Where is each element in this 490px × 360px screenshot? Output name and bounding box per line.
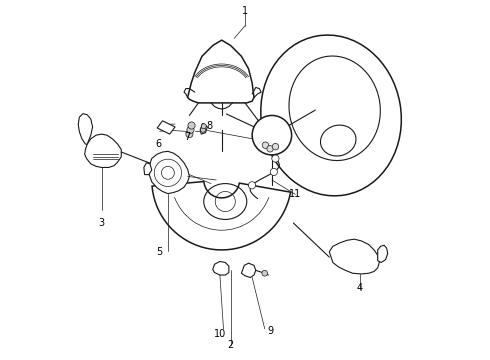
Polygon shape (157, 121, 175, 134)
Text: 9: 9 (267, 325, 273, 336)
Polygon shape (213, 261, 229, 275)
Polygon shape (144, 163, 152, 175)
Polygon shape (85, 134, 122, 167)
Text: 8: 8 (206, 121, 212, 131)
Text: 1: 1 (242, 6, 248, 17)
Circle shape (262, 142, 269, 148)
Circle shape (187, 126, 194, 134)
Circle shape (200, 127, 205, 132)
Text: 5: 5 (156, 247, 162, 257)
Circle shape (267, 145, 273, 152)
Circle shape (188, 122, 195, 129)
Polygon shape (188, 40, 254, 103)
Circle shape (270, 168, 277, 176)
Polygon shape (200, 123, 207, 134)
Circle shape (272, 143, 279, 150)
Polygon shape (149, 151, 190, 194)
Text: 11: 11 (289, 189, 301, 199)
Polygon shape (329, 239, 379, 274)
Text: 2: 2 (227, 340, 234, 350)
Polygon shape (152, 181, 291, 250)
Polygon shape (78, 114, 93, 144)
Text: 6: 6 (156, 139, 162, 149)
Text: 3: 3 (98, 218, 105, 228)
Circle shape (262, 270, 268, 276)
Circle shape (201, 124, 206, 129)
Circle shape (272, 155, 279, 162)
Circle shape (248, 182, 256, 189)
Text: 10: 10 (214, 329, 226, 339)
Text: 4: 4 (357, 283, 363, 293)
Text: 7: 7 (185, 132, 191, 142)
Circle shape (186, 131, 193, 138)
Polygon shape (242, 263, 256, 278)
Circle shape (252, 116, 292, 155)
Polygon shape (378, 245, 388, 262)
